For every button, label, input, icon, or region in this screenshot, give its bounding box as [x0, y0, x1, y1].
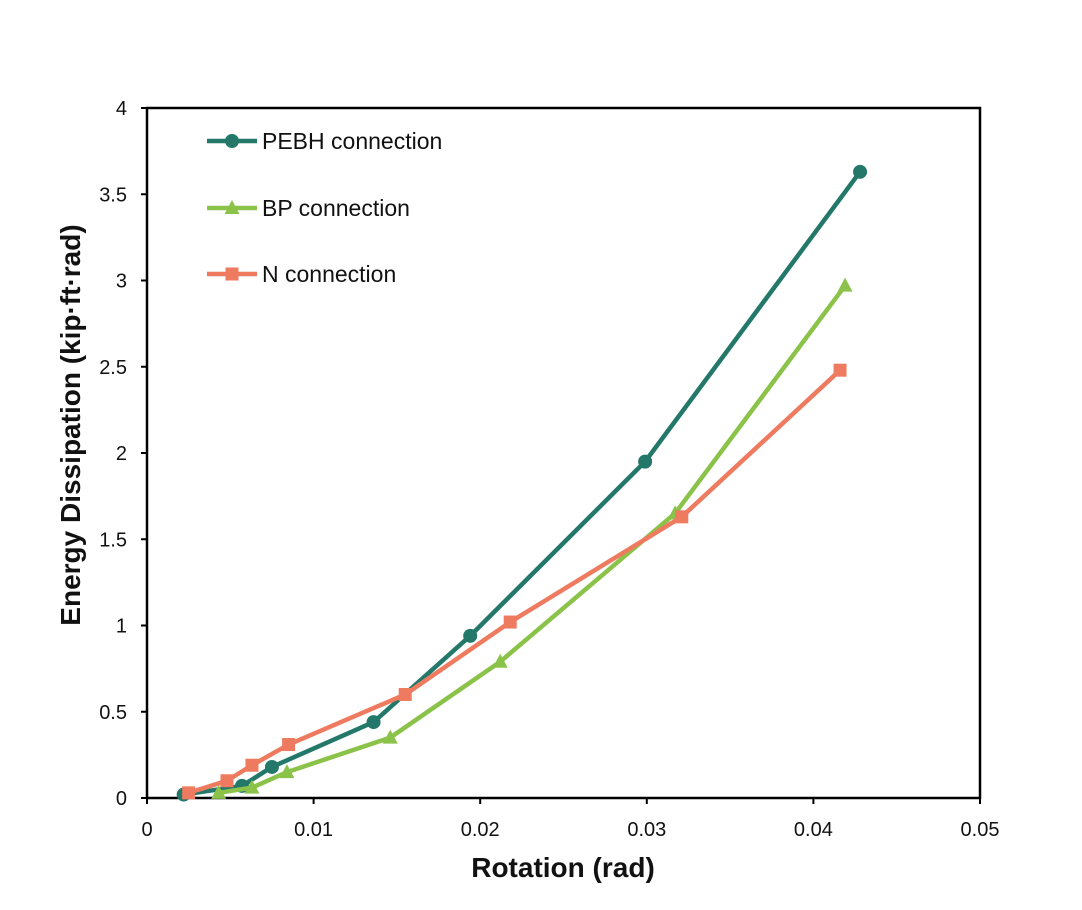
data-point-pebh — [366, 715, 381, 730]
data-point-n — [398, 688, 412, 701]
data-point-bp — [211, 784, 227, 799]
data-point-pebh — [638, 454, 653, 469]
x-tick-label: 0.02 — [461, 819, 500, 841]
y-axis-title: Energy Dissipation (kip·ft·rad) — [55, 224, 86, 625]
legend-item-pebh: PEBH connection — [207, 128, 442, 154]
y-tick-label: 1 — [116, 616, 127, 638]
y-tick-label: 4 — [116, 98, 127, 120]
y-tick-label: 0 — [116, 788, 127, 810]
y-tick-label: 3.5 — [99, 184, 127, 206]
x-tick-label: 0.04 — [794, 819, 833, 841]
plot-area — [145, 106, 982, 800]
legend-item-bp: BP connection — [207, 195, 410, 221]
x-axis-ticks: 0 0.01 0.02 0.03 0.04 0.05 — [141, 798, 999, 841]
legend-label: BP connection — [262, 195, 410, 221]
legend-marker — [225, 134, 239, 148]
data-point-n — [675, 510, 689, 524]
y-axis-ticks: 0 0.5 1 1.5 2 2.5 3 3.5 4 — [99, 98, 147, 810]
data-point-bp — [837, 277, 853, 292]
data-point-n — [503, 615, 517, 629]
data-point-n — [245, 758, 259, 772]
y-tick-label: 0.5 — [99, 702, 127, 724]
data-point-bp — [279, 764, 295, 779]
data-point-pebh — [463, 628, 478, 643]
data-point-n — [282, 738, 296, 752]
data-point-bp — [492, 653, 508, 668]
legend-marker — [225, 267, 239, 281]
y-tick-label: 3 — [116, 271, 127, 293]
legend-label: PEBH connection — [262, 128, 442, 154]
x-tick-label: 0 — [141, 819, 152, 841]
legend-item-n: N connection — [207, 261, 396, 287]
y-tick-label: 2.5 — [99, 357, 127, 379]
data-point-n — [220, 774, 234, 788]
x-tick-label: 0.05 — [961, 819, 1000, 841]
series-layer — [176, 164, 868, 802]
data-point-bp — [382, 729, 398, 744]
data-point-n — [182, 786, 196, 800]
x-axis-title: Rotation (rad) — [471, 852, 655, 883]
legend: PEBH connection BP connection N connection — [207, 128, 442, 287]
data-point-pebh — [853, 164, 868, 179]
series-bp — [211, 277, 853, 799]
data-point-bp — [244, 779, 260, 794]
x-tick-label: 0.03 — [627, 819, 666, 841]
x-tick-label: 0.01 — [294, 819, 333, 841]
data-point-n — [833, 363, 847, 377]
legend-label: N connection — [262, 261, 396, 287]
data-point-pebh — [264, 759, 279, 774]
y-tick-label: 2 — [116, 443, 127, 465]
legend-marker — [224, 200, 240, 214]
series-n — [182, 363, 847, 800]
y-tick-label: 1.5 — [99, 529, 127, 551]
